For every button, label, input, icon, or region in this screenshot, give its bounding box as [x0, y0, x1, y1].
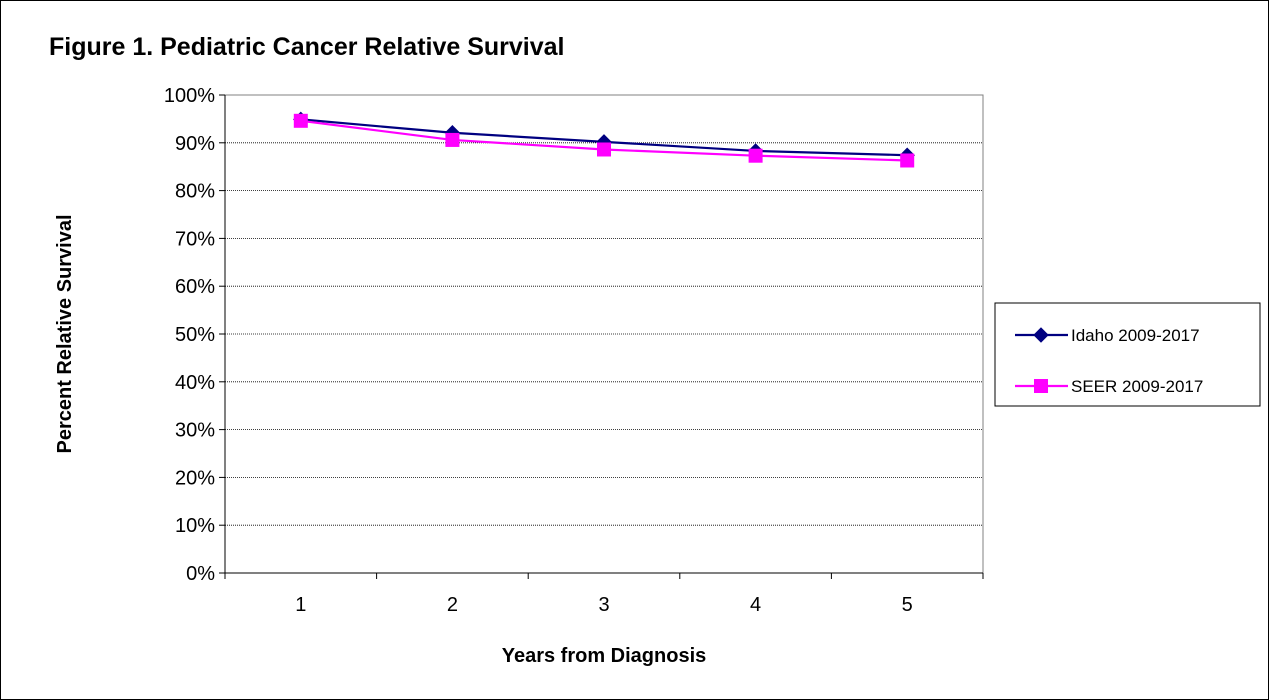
legend-item: SEER 2009-2017 — [1015, 377, 1203, 396]
x-tick-label: 2 — [447, 594, 458, 616]
data-point — [293, 113, 308, 128]
legend: Idaho 2009-2017 SEER 2009-2017 — [994, 302, 1261, 407]
series-2 — [293, 113, 915, 168]
y-axis-title: Percent Relative Survival — [54, 214, 76, 453]
legend-label: Idaho 2009-2017 — [1071, 326, 1200, 345]
y-tick-label: 70% — [175, 228, 215, 250]
x-axis-title: Years from Diagnosis — [502, 645, 707, 667]
y-tick-label: 40% — [175, 372, 215, 394]
data-point — [748, 148, 763, 163]
y-tick-label: 60% — [175, 276, 215, 298]
y-tick-label: 90% — [175, 133, 215, 155]
x-tick-label: 3 — [598, 594, 609, 616]
series-layer — [293, 111, 915, 168]
y-tick-label: 30% — [175, 420, 215, 442]
data-point — [900, 153, 915, 168]
data-point — [445, 132, 460, 147]
y-tick-label: 10% — [175, 515, 215, 537]
y-tick-label: 100% — [164, 85, 215, 107]
chart-title: Figure 1. Pediatric Cancer Relative Surv… — [49, 33, 565, 61]
x-axis-ticks: 1 2 3 4 5 — [224, 573, 984, 616]
legend-swatch-marker — [1033, 327, 1049, 343]
x-tick-label: 1 — [295, 594, 306, 616]
legend-label: SEER 2009-2017 — [1071, 377, 1203, 396]
y-tick-label: 50% — [175, 324, 215, 346]
legend-item: Idaho 2009-2017 — [1015, 326, 1200, 345]
y-tick-label: 80% — [175, 181, 215, 203]
y-axis-ticks: 0% 10% 20% 30% 40% 50% 60% 70% 80% 90% 100% — [164, 85, 225, 585]
y-tick-label: 20% — [175, 467, 215, 489]
data-point — [597, 142, 611, 157]
legend-swatch-marker — [1034, 379, 1048, 393]
x-tick-label: 4 — [750, 594, 761, 616]
x-tick-label: 5 — [902, 594, 913, 616]
y-tick-label: 0% — [186, 563, 215, 585]
